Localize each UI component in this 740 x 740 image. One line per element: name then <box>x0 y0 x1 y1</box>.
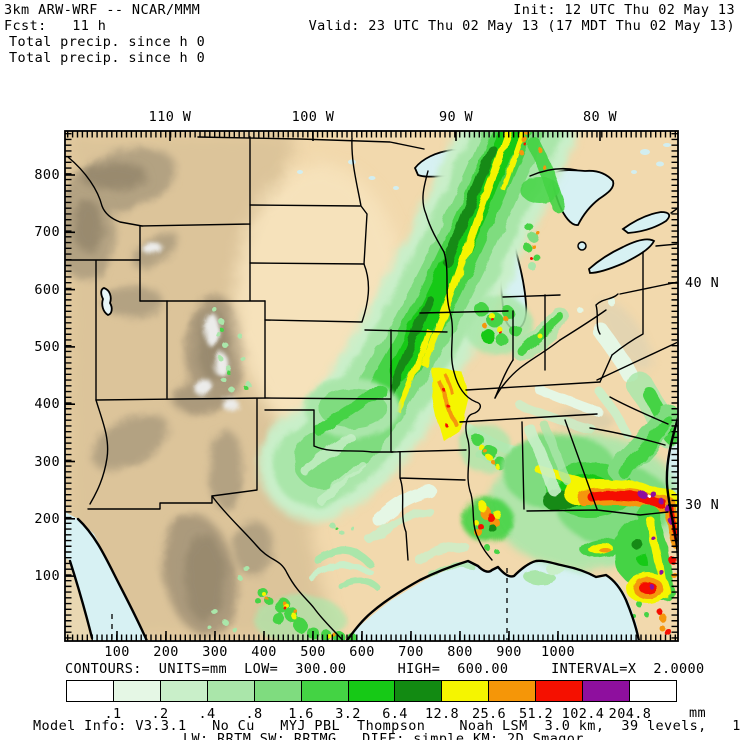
colorbar-label: 1.6 <box>288 706 314 722</box>
contours-caption: CONTOURS: UNITS=mm LOW= 300.00 HIGH= 600… <box>65 661 705 677</box>
axis-label: 500 <box>300 644 326 660</box>
axis-label: 1000 <box>540 644 576 660</box>
model-title: 3km ARW-WRF -- NCAR/MMM <box>4 2 201 18</box>
colorbar-unit: mm <box>689 705 707 721</box>
axis-label: 100 W <box>291 109 335 125</box>
colorbar-cell <box>394 681 442 701</box>
atlantic <box>666 417 677 552</box>
colorbar-cell <box>582 681 630 701</box>
axis-label: 400 <box>251 644 277 660</box>
physics-line: LW: RRTM SW: RRTMG DIFF: simple KM: 2D S… <box>183 731 584 740</box>
colorbar-cell <box>347 681 395 701</box>
colorbar-cell <box>112 681 160 701</box>
colorbar-label: .8 <box>245 706 263 722</box>
colorbar-label: 102.4 <box>561 706 605 722</box>
water-layer <box>66 143 677 640</box>
colorbar-label: 51.2 <box>518 706 554 722</box>
axis-label: 40 N <box>685 275 720 291</box>
axis-label: 400 <box>34 396 60 413</box>
baja <box>66 558 93 640</box>
axis-label: 300 <box>34 453 60 470</box>
axis-label: 600 <box>349 644 375 660</box>
colorbar-label: .4 <box>198 706 216 722</box>
axis-label: 300 <box>202 644 228 660</box>
colorbar-cell <box>629 681 676 701</box>
land-base <box>66 132 677 640</box>
colorbar-cell <box>67 681 113 701</box>
major-ticks <box>65 131 678 641</box>
lake-ontario <box>621 211 671 234</box>
lake-huron <box>551 169 615 226</box>
colorbar-cell <box>206 681 254 701</box>
colorbar-cell <box>488 681 536 701</box>
axis-label: 90 W <box>438 109 474 125</box>
map-frame <box>64 130 679 642</box>
axis-label: 200 <box>153 644 179 660</box>
field-label-2: Total precip. since h 0 <box>9 50 206 66</box>
precip-layer <box>208 132 677 640</box>
axis-label: 800 <box>447 644 473 660</box>
colorbar-cell <box>441 681 489 701</box>
colorbar-cell <box>159 681 207 701</box>
gulf-of-mexico <box>346 560 640 640</box>
gulf-of-california <box>66 512 147 640</box>
colorbar-label: 25.6 <box>471 706 507 722</box>
axis-label: 800 <box>34 167 60 183</box>
axis-label: 80 W <box>582 109 618 125</box>
lake-superior <box>413 148 532 182</box>
axis-label: 30 N <box>685 497 720 513</box>
colorbar-label: 6.4 <box>382 706 408 722</box>
axis-label: 600 <box>34 281 60 298</box>
axis-label: 100 <box>34 568 60 585</box>
coastlines <box>68 417 677 640</box>
axis-label: 700 <box>398 644 424 660</box>
lake-michigan <box>499 184 528 330</box>
model-info-line: Model Info: V3.3.1 No Cu MYJ PBL Thompso… <box>33 718 740 734</box>
colorbar-label: .1 <box>104 706 122 722</box>
axis-label: 700 <box>34 224 60 241</box>
colorbar-label: 3.2 <box>335 706 361 722</box>
forecast-hour: Fcst: 11 h <box>4 18 107 34</box>
colorbar-cell <box>253 681 301 701</box>
terrain-layer <box>66 132 653 640</box>
axis-label: 500 <box>34 338 60 355</box>
maritime-dashed-lines <box>111 568 508 640</box>
axis-label: 100 <box>104 644 130 660</box>
colorbar-label: 204.8 <box>608 706 652 722</box>
state-borders <box>66 136 677 640</box>
colorbar-label: 12.8 <box>424 706 460 722</box>
axis-label: 110 W <box>148 109 192 125</box>
colorbar-cell <box>300 681 348 701</box>
great-salt-lake <box>100 287 113 316</box>
colorbar-label: .2 <box>151 706 169 722</box>
valid-time: Valid: 23 UTC Thu 02 May 13 (17 MDT Thu … <box>308 18 735 34</box>
field-label-1: Total precip. since h 0 <box>9 34 206 50</box>
colorbar <box>66 680 677 702</box>
axis-label: 900 <box>496 644 522 660</box>
lake-erie <box>587 238 656 274</box>
init-time: Init: 12 UTC Thu 02 May 13 <box>513 2 735 18</box>
lake-st-clair <box>577 241 587 251</box>
axis-label: 200 <box>34 510 60 527</box>
colorbar-cell <box>535 681 583 701</box>
